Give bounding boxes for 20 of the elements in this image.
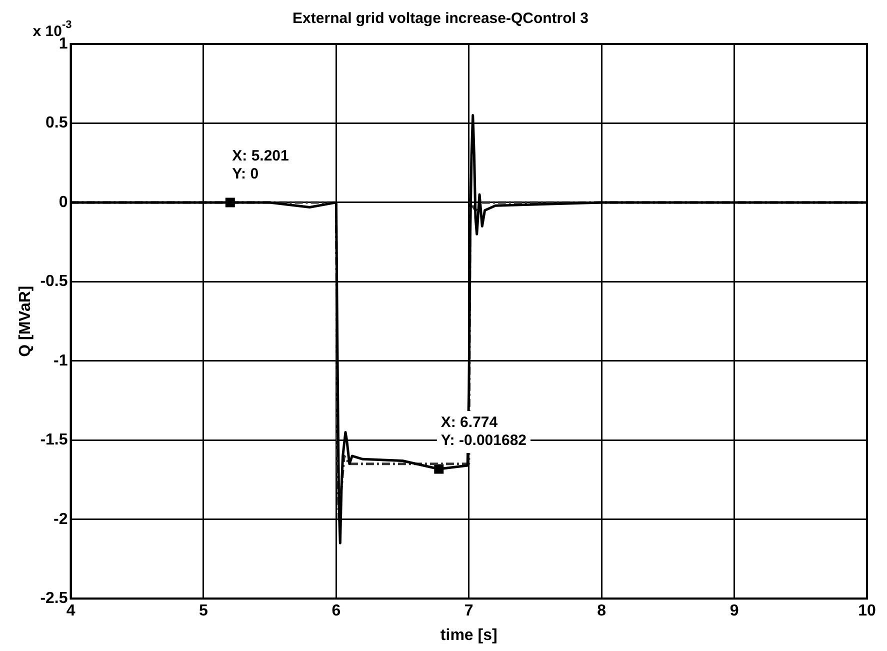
annotation: X: 6.774 Y: -0.001682 (440, 414, 527, 449)
y-tick-label: 0 (58, 194, 68, 211)
x-tick-label: 8 (597, 602, 606, 620)
y-tick-label: -1 (54, 352, 68, 370)
y-tick-label: -2 (54, 510, 68, 528)
y-tick-label: 1 (58, 35, 68, 52)
x-tick-label: 5 (199, 602, 208, 620)
x-axis-title: time [s] (440, 626, 498, 644)
y-tick-label: -1.5 (40, 432, 68, 449)
x-tick-label: 6 (332, 602, 341, 620)
x-tick-label: 4 (66, 602, 76, 620)
y-tick-label: 0.5 (46, 114, 68, 132)
x-tick-label: 7 (464, 602, 474, 620)
annotation: X: 5.201 Y: 0 (232, 147, 289, 182)
x-tick-label: 9 (730, 602, 739, 620)
x-tick-label: 10 (858, 602, 876, 620)
chart-title: External grid voltage increase-QControl 3 (292, 10, 588, 28)
y-tick-label: -2.5 (40, 590, 68, 608)
y-tick-label: -0.5 (40, 273, 68, 290)
y-axis-title: Q [MVaR] (17, 286, 34, 357)
